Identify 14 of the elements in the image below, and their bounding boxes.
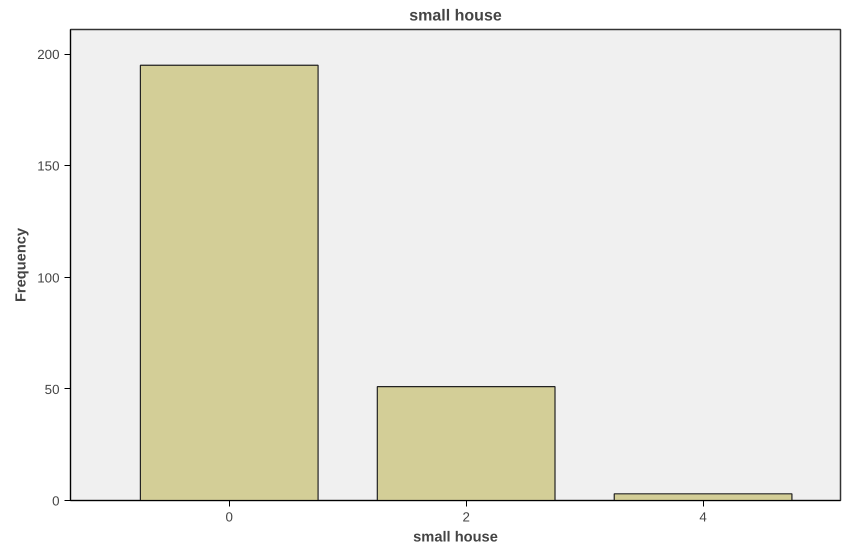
- bar: [140, 64, 319, 500]
- x-axis-title: small house: [413, 530, 498, 546]
- x-tick-label: 4: [699, 510, 708, 524]
- bar: [614, 493, 793, 500]
- y-tick-label: 50: [44, 382, 60, 397]
- y-tick-label: 200: [37, 47, 60, 62]
- x-tick-label: 0: [226, 510, 233, 524]
- chart-title: small house: [409, 8, 502, 24]
- x-tick-label: 2: [462, 510, 470, 524]
- bar: [376, 386, 556, 500]
- y-tick-label: 100: [37, 270, 60, 286]
- y-axis-title: Frequency: [13, 227, 30, 302]
- y-tick-label: 150: [37, 158, 60, 174]
- y-tick-label: 0: [52, 494, 60, 508]
